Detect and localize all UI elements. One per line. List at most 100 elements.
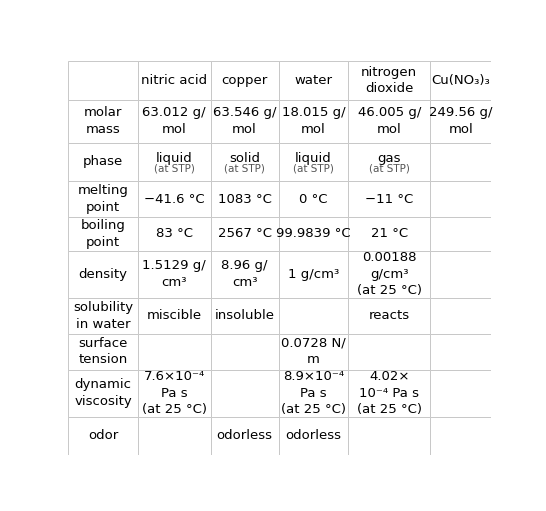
Bar bbox=[138, 334, 211, 369]
Bar bbox=[211, 417, 278, 455]
Text: 83 °C: 83 °C bbox=[156, 227, 193, 240]
Bar bbox=[348, 181, 430, 217]
Bar bbox=[430, 417, 491, 455]
Bar bbox=[430, 143, 491, 181]
Text: 0.00188
g/cm³
(at 25 °C): 0.00188 g/cm³ (at 25 °C) bbox=[357, 251, 422, 297]
Text: surface
tension: surface tension bbox=[78, 337, 128, 366]
Text: (at STP): (at STP) bbox=[154, 164, 194, 174]
Text: 18.015 g/
mol: 18.015 g/ mol bbox=[282, 106, 345, 136]
Bar bbox=[138, 100, 211, 143]
Text: nitric acid: nitric acid bbox=[141, 74, 207, 87]
Bar bbox=[278, 298, 348, 334]
Bar bbox=[138, 181, 211, 217]
Bar bbox=[278, 100, 348, 143]
Text: insoluble: insoluble bbox=[215, 309, 275, 322]
Text: 8.9×10⁻⁴
Pa s
(at 25 °C): 8.9×10⁻⁴ Pa s (at 25 °C) bbox=[281, 370, 346, 416]
Text: 0.0728 N/
m: 0.0728 N/ m bbox=[281, 337, 346, 366]
Bar bbox=[138, 143, 211, 181]
Bar bbox=[348, 298, 430, 334]
Text: liquid: liquid bbox=[156, 152, 193, 165]
Text: gas: gas bbox=[377, 152, 401, 165]
Text: (at STP): (at STP) bbox=[369, 164, 410, 174]
Text: reacts: reacts bbox=[369, 309, 410, 322]
Text: (at STP): (at STP) bbox=[293, 164, 334, 174]
Bar bbox=[348, 417, 430, 455]
Text: 1 g/cm³: 1 g/cm³ bbox=[288, 268, 339, 281]
Bar bbox=[211, 181, 278, 217]
Text: 8.96 g/
cm³: 8.96 g/ cm³ bbox=[221, 260, 268, 289]
Bar bbox=[278, 369, 348, 417]
Text: 2567 °C: 2567 °C bbox=[218, 227, 271, 240]
Bar bbox=[68, 298, 138, 334]
Text: phase: phase bbox=[83, 155, 123, 168]
Bar bbox=[138, 250, 211, 298]
Text: liquid: liquid bbox=[295, 152, 332, 165]
Bar bbox=[68, 181, 138, 217]
Bar bbox=[430, 181, 491, 217]
Text: odor: odor bbox=[88, 429, 118, 443]
Bar bbox=[211, 217, 278, 250]
Text: water: water bbox=[294, 74, 333, 87]
Bar bbox=[211, 143, 278, 181]
Bar bbox=[278, 181, 348, 217]
Bar bbox=[430, 217, 491, 250]
Bar bbox=[211, 298, 278, 334]
Text: 4.02×
10⁻⁴ Pa s
(at 25 °C): 4.02× 10⁻⁴ Pa s (at 25 °C) bbox=[357, 370, 422, 416]
Bar bbox=[211, 369, 278, 417]
Bar bbox=[278, 334, 348, 369]
Bar bbox=[348, 100, 430, 143]
Bar bbox=[68, 61, 138, 100]
Bar bbox=[348, 334, 430, 369]
Bar bbox=[278, 143, 348, 181]
Bar bbox=[68, 100, 138, 143]
Bar bbox=[278, 61, 348, 100]
Text: melting
point: melting point bbox=[78, 184, 128, 214]
Bar bbox=[138, 298, 211, 334]
Bar bbox=[278, 250, 348, 298]
Bar bbox=[68, 143, 138, 181]
Text: 21 °C: 21 °C bbox=[371, 227, 408, 240]
Text: −11 °C: −11 °C bbox=[365, 193, 413, 205]
Bar bbox=[430, 61, 491, 100]
Text: 7.6×10⁻⁴
Pa s
(at 25 °C): 7.6×10⁻⁴ Pa s (at 25 °C) bbox=[141, 370, 206, 416]
Bar bbox=[138, 217, 211, 250]
Bar bbox=[68, 217, 138, 250]
Bar bbox=[211, 250, 278, 298]
Bar bbox=[211, 334, 278, 369]
Text: 99.9839 °C: 99.9839 °C bbox=[276, 227, 351, 240]
Text: 63.546 g/
mol: 63.546 g/ mol bbox=[213, 106, 276, 136]
Text: odorless: odorless bbox=[286, 429, 341, 443]
Bar bbox=[348, 250, 430, 298]
Text: 0 °C: 0 °C bbox=[299, 193, 328, 205]
Text: (at STP): (at STP) bbox=[224, 164, 265, 174]
Bar bbox=[348, 143, 430, 181]
Text: Cu(NO₃)₃: Cu(NO₃)₃ bbox=[431, 74, 490, 87]
Text: odorless: odorless bbox=[217, 429, 272, 443]
Bar bbox=[138, 369, 211, 417]
Text: solubility
in water: solubility in water bbox=[73, 301, 133, 331]
Text: solid: solid bbox=[229, 152, 260, 165]
Bar bbox=[430, 100, 491, 143]
Bar bbox=[278, 217, 348, 250]
Bar bbox=[68, 369, 138, 417]
Text: miscible: miscible bbox=[146, 309, 201, 322]
Text: boiling
point: boiling point bbox=[81, 219, 126, 248]
Text: nitrogen
dioxide: nitrogen dioxide bbox=[361, 66, 417, 96]
Bar bbox=[68, 334, 138, 369]
Text: 249.56 g/
mol: 249.56 g/ mol bbox=[429, 106, 492, 136]
Text: 46.005 g/
mol: 46.005 g/ mol bbox=[358, 106, 421, 136]
Text: density: density bbox=[79, 268, 128, 281]
Text: molar
mass: molar mass bbox=[84, 106, 122, 136]
Bar bbox=[348, 217, 430, 250]
Text: copper: copper bbox=[222, 74, 268, 87]
Bar bbox=[211, 61, 278, 100]
Bar bbox=[138, 61, 211, 100]
Bar bbox=[348, 61, 430, 100]
Bar bbox=[68, 250, 138, 298]
Bar bbox=[430, 369, 491, 417]
Text: 63.012 g/
mol: 63.012 g/ mol bbox=[143, 106, 206, 136]
Text: −41.6 °C: −41.6 °C bbox=[144, 193, 204, 205]
Bar bbox=[278, 417, 348, 455]
Bar bbox=[211, 100, 278, 143]
Text: 1.5129 g/
cm³: 1.5129 g/ cm³ bbox=[143, 260, 206, 289]
